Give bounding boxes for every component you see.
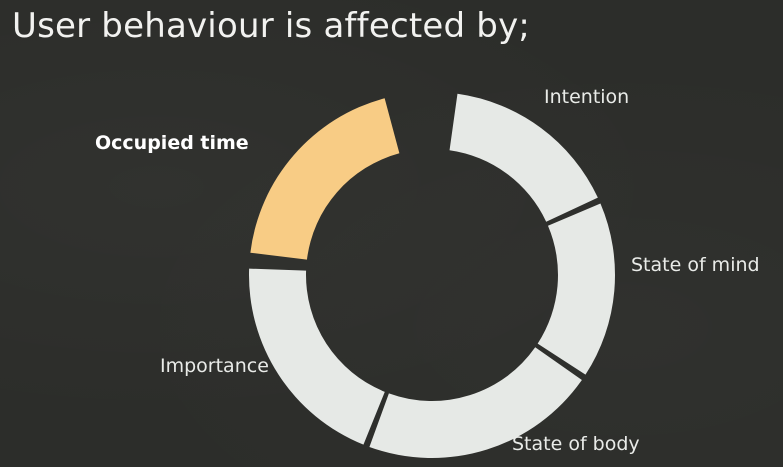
segment-occupied-time (250, 98, 400, 260)
segment-importance (248, 268, 385, 445)
label-intention: Intention (544, 86, 630, 108)
label-occupied-time: Occupied time (95, 132, 249, 154)
slide-title: User behaviour is affected by; (12, 6, 531, 46)
label-state-of-body: State of body (512, 433, 640, 455)
label-state-of-mind: State of mind (631, 254, 760, 276)
label-importance: Importance (160, 355, 269, 377)
segment-state-of-body (369, 347, 582, 458)
segment-intention (449, 93, 598, 222)
segment-state-of-mind (537, 203, 615, 375)
